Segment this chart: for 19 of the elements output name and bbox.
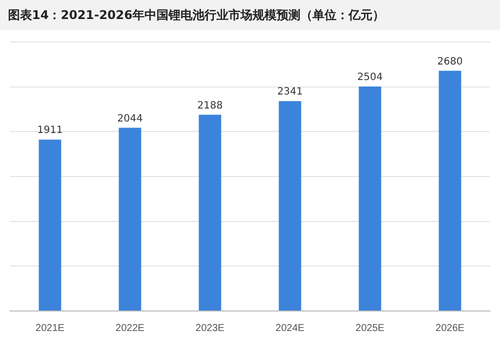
data-label: 2044	[117, 113, 143, 124]
x-tick-label: 2021E	[36, 322, 65, 334]
data-label: 2680	[437, 56, 463, 68]
bar	[38, 140, 62, 310]
data-label: 1911	[37, 125, 63, 136]
chart-title: 图表14：2021-2026年中国锂电池行业市场规模预测（单位：亿元）	[0, 0, 500, 30]
x-tick-label: 2024E	[276, 322, 305, 334]
x-tick-label: 2022E	[116, 322, 145, 334]
data-label: 2188	[197, 100, 223, 112]
x-tick-label: 2023E	[196, 322, 225, 334]
bar	[198, 114, 222, 310]
data-label: 2341	[277, 86, 303, 98]
bar	[118, 128, 142, 310]
bar	[358, 86, 382, 310]
data-label: 2504	[357, 72, 383, 84]
x-tick-label: 2026E	[436, 322, 465, 334]
bar	[438, 70, 462, 310]
bar	[278, 101, 302, 310]
x-tick-label: 2025E	[356, 322, 385, 334]
